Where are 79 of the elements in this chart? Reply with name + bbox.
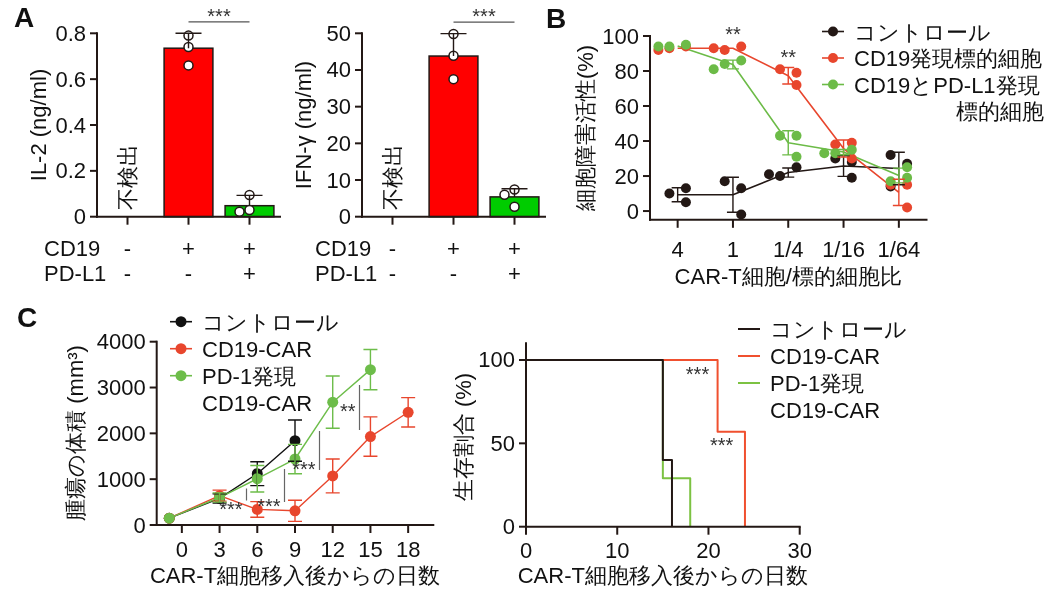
y-tick-label: 100 xyxy=(602,23,639,49)
chart-title: A xyxy=(14,2,35,33)
y-axis-title: 生存割合 (%) xyxy=(450,372,476,502)
y-tick-label: 3000 xyxy=(96,375,146,401)
y-tick-label: 4000 xyxy=(96,329,146,355)
x-tick-label: 9 xyxy=(288,537,302,562)
y-tick-label: 2000 xyxy=(96,420,146,446)
x-tick-label: + - xyxy=(447,235,460,286)
x-axis-title: CD19 PD-L1 xyxy=(315,235,378,286)
x-tick-label: 3 xyxy=(213,537,226,562)
y-axis-title: 細胞障害活性(%) xyxy=(572,44,598,213)
legend-label: CD19発現標的細胞 xyxy=(854,45,1043,71)
annotation: ** xyxy=(725,23,741,45)
y-tick-label: 0 xyxy=(133,512,146,538)
y-tick-label: 50 xyxy=(490,430,515,456)
y-tick-label: 0.6 xyxy=(55,66,86,92)
x-tick-label: 30 xyxy=(787,538,812,563)
x-tick-label: 6 xyxy=(251,537,264,562)
x-tick-label: - - xyxy=(388,235,397,286)
legend-label: PD-1発現 CD19-CAR xyxy=(202,363,313,416)
y-tick-label: 0.2 xyxy=(55,158,86,184)
x-axis-title: CAR-T細胞/標的細胞比 xyxy=(674,264,902,289)
y-tick-label: 20 xyxy=(326,130,351,156)
y-tick-label: 40 xyxy=(614,128,639,154)
text: 不検出 xyxy=(115,143,140,210)
text: 不検出 xyxy=(380,143,405,210)
legend-label: CD19-CAR xyxy=(202,336,313,362)
x-tick-label: + + xyxy=(508,235,521,286)
y-tick-label: 60 xyxy=(614,93,639,119)
chart-title: C xyxy=(17,302,38,333)
y-tick-label: 0.4 xyxy=(55,112,86,138)
annotation: ** xyxy=(339,399,356,422)
y-tick-label: 30 xyxy=(326,94,351,120)
legend-label: CD19-CAR xyxy=(770,343,881,369)
x-axis-title: CAR-T細胞移入後からの日数 xyxy=(517,563,808,588)
legend-label: コントロール xyxy=(202,309,339,335)
x-tick-label: 15 xyxy=(358,537,383,562)
x-axis-title: CAR-T細胞移入後からの日数 xyxy=(149,563,441,588)
x-axis-title: CD19 PD-L1 xyxy=(44,235,107,286)
x-tick-label: 0 xyxy=(519,538,533,563)
y-tick-label: 50 xyxy=(326,20,351,46)
y-tick-label: 0.8 xyxy=(55,20,86,46)
x-tick-label: 0 xyxy=(175,537,188,562)
x-tick-label: 1/64 xyxy=(877,237,921,262)
y-tick-label: 80 xyxy=(614,58,639,84)
x-tick-label: + - xyxy=(182,235,195,286)
y-tick-label: 1000 xyxy=(96,466,146,492)
y-tick-label: 20 xyxy=(614,163,639,189)
y-tick-label: 10 xyxy=(326,167,351,193)
y-axis-title: IFN-γ (ng/ml) xyxy=(290,60,316,190)
y-axis-title: 腫瘍の体積 (mm³) xyxy=(62,345,88,521)
y-tick-label: 100 xyxy=(478,347,515,373)
chart-title: B xyxy=(546,3,567,34)
x-tick-label: 20 xyxy=(696,538,721,563)
text: *** xyxy=(472,5,496,28)
y-tick-label: 40 xyxy=(326,57,351,83)
annotation: *** xyxy=(257,494,281,517)
legend-label: PD-1発現 CD19-CAR xyxy=(770,370,881,423)
legend-label: コントロール xyxy=(770,316,907,342)
y-axis-title: IL-2 (ng/ml) xyxy=(25,68,51,182)
x-tick-label: 1/4 xyxy=(772,237,804,262)
y-tick-label: 0 xyxy=(626,198,639,224)
y-tick-label: 0 xyxy=(338,204,351,230)
annotation: *** xyxy=(710,434,734,456)
legend-label: CD19とPD-L1発現標的細胞 xyxy=(854,72,1044,124)
annotation: *** xyxy=(219,498,243,520)
annotation: *** xyxy=(685,362,710,385)
annotation: ** xyxy=(780,45,797,68)
legend-label: コントロール xyxy=(854,19,991,44)
x-tick-label: - - xyxy=(123,235,132,286)
x-tick-label: + + xyxy=(243,235,256,286)
x-tick-label: 4 xyxy=(671,237,684,262)
y-tick-label: 0 xyxy=(73,204,86,230)
y-tick-label: 0 xyxy=(502,514,515,540)
x-tick-label: 1 xyxy=(726,237,740,262)
x-tick-label: 12 xyxy=(320,537,345,562)
text: *** xyxy=(207,4,231,27)
x-tick-label: 18 xyxy=(395,537,421,562)
x-tick-label: 1/16 xyxy=(822,237,865,262)
